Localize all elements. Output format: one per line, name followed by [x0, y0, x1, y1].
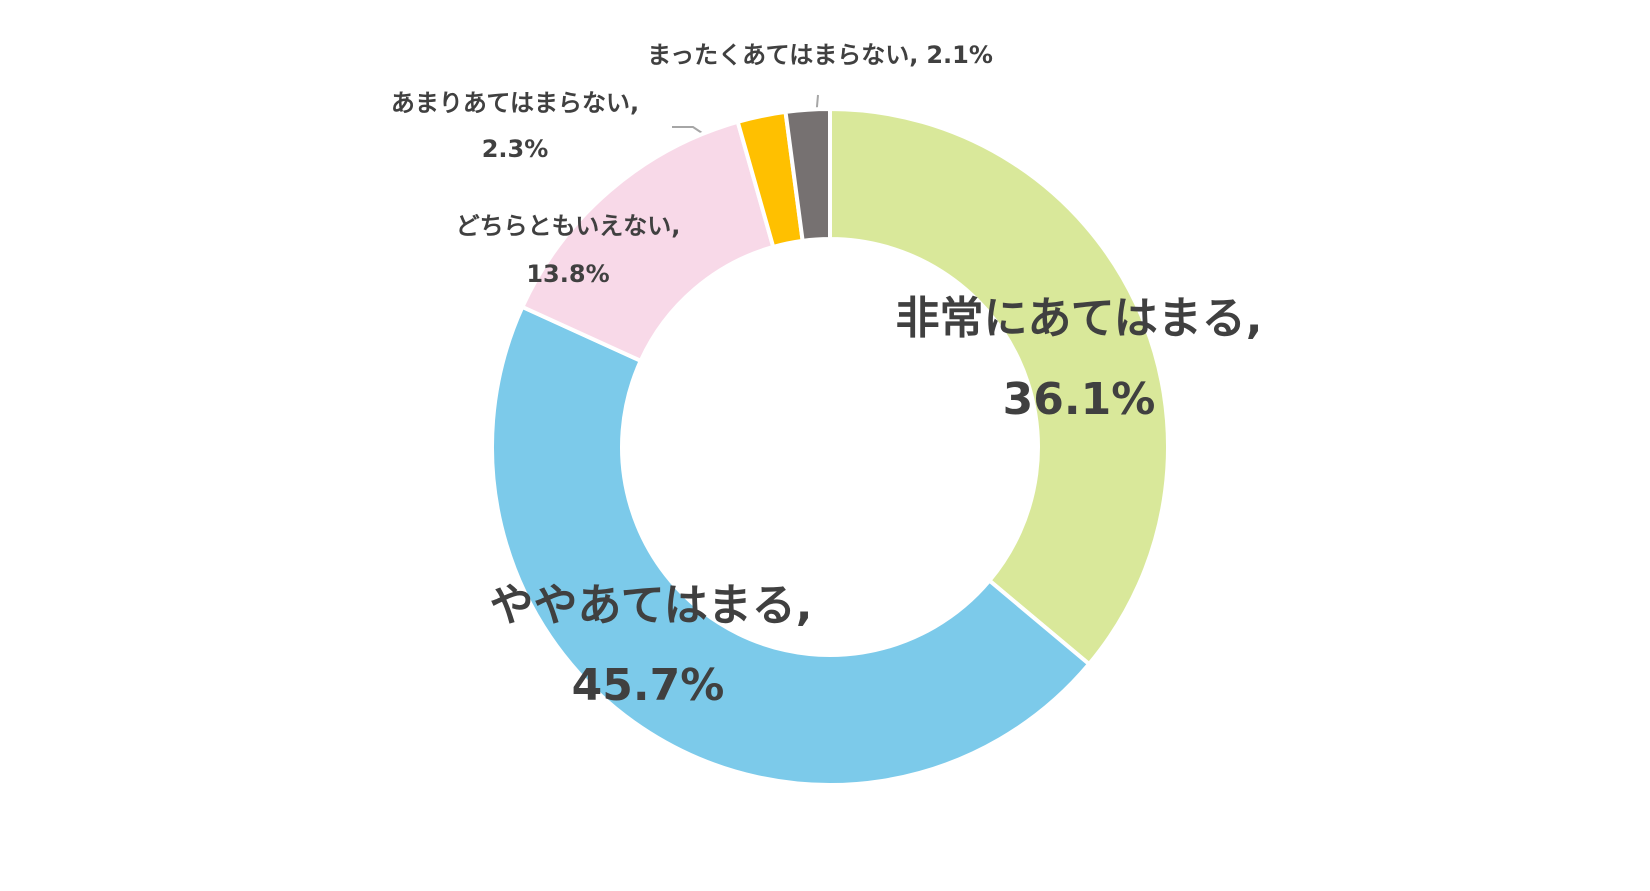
donut-slice — [519, 119, 776, 364]
value-label: 2.1% — [926, 41, 993, 69]
value-label: 36.1% — [1003, 374, 1156, 425]
value-label: 2.3% — [482, 135, 549, 163]
value-label: 45.7% — [572, 660, 725, 711]
category-label: まったくあてはまらない, — [647, 41, 918, 69]
value-label: 13.8% — [526, 260, 609, 288]
category-label: どちらともいえない, — [456, 212, 681, 240]
category-label: ややあてはまる, — [490, 580, 813, 631]
donut-slice — [490, 304, 1092, 787]
category-label: あまりあてはまらない, — [391, 89, 639, 117]
slice-label: まったくあてはまらない, 2.1% — [647, 41, 993, 69]
donut-slice — [828, 106, 1170, 667]
donut-slice — [783, 106, 832, 244]
category-label: 非常にあてはまる, — [896, 293, 1263, 344]
